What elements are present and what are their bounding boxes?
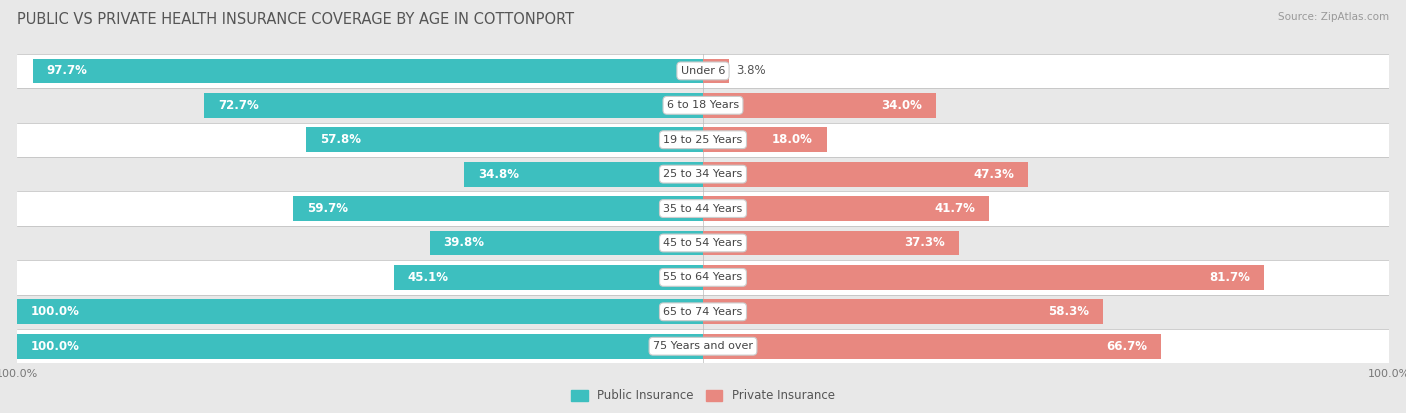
Bar xyxy=(430,230,703,255)
Bar xyxy=(17,157,1389,191)
Text: 65 to 74 Years: 65 to 74 Years xyxy=(664,307,742,317)
Text: 34.0%: 34.0% xyxy=(882,99,922,112)
Legend: Public Insurance, Private Insurance: Public Insurance, Private Insurance xyxy=(567,385,839,407)
Text: 25 to 34 Years: 25 to 34 Years xyxy=(664,169,742,179)
Text: 34.8%: 34.8% xyxy=(478,168,519,180)
Bar xyxy=(703,265,1264,290)
Bar xyxy=(17,260,1389,294)
Text: 81.7%: 81.7% xyxy=(1209,271,1250,284)
Text: 3.8%: 3.8% xyxy=(735,64,765,77)
Text: 47.3%: 47.3% xyxy=(973,168,1014,180)
Bar xyxy=(464,162,703,187)
Text: Under 6: Under 6 xyxy=(681,66,725,76)
Text: 18.0%: 18.0% xyxy=(772,133,813,146)
Text: 45.1%: 45.1% xyxy=(408,271,449,284)
Bar xyxy=(703,59,730,83)
Bar xyxy=(204,93,703,118)
Text: 39.8%: 39.8% xyxy=(444,237,485,249)
Text: 57.8%: 57.8% xyxy=(321,133,361,146)
Text: 19 to 25 Years: 19 to 25 Years xyxy=(664,135,742,145)
Bar xyxy=(32,59,703,83)
Text: 37.3%: 37.3% xyxy=(904,237,945,249)
Bar xyxy=(703,230,959,255)
Bar xyxy=(703,162,1028,187)
Text: 100.0%: 100.0% xyxy=(31,340,80,353)
Bar xyxy=(17,54,1389,88)
Bar xyxy=(703,334,1160,358)
Text: 66.7%: 66.7% xyxy=(1107,340,1147,353)
Text: PUBLIC VS PRIVATE HEALTH INSURANCE COVERAGE BY AGE IN COTTONPORT: PUBLIC VS PRIVATE HEALTH INSURANCE COVER… xyxy=(17,12,574,27)
Bar xyxy=(394,265,703,290)
Text: 100.0%: 100.0% xyxy=(31,305,80,318)
Text: 41.7%: 41.7% xyxy=(935,202,976,215)
Bar xyxy=(703,196,988,221)
Bar xyxy=(17,191,1389,226)
Text: 35 to 44 Years: 35 to 44 Years xyxy=(664,204,742,214)
Bar xyxy=(294,196,703,221)
Bar xyxy=(17,123,1389,157)
Bar xyxy=(307,127,703,152)
Bar xyxy=(703,127,827,152)
Text: 55 to 64 Years: 55 to 64 Years xyxy=(664,273,742,282)
Bar xyxy=(17,294,1389,329)
Bar xyxy=(17,88,1389,123)
Bar xyxy=(703,93,936,118)
Bar xyxy=(17,299,703,324)
Text: 45 to 54 Years: 45 to 54 Years xyxy=(664,238,742,248)
Text: Source: ZipAtlas.com: Source: ZipAtlas.com xyxy=(1278,12,1389,22)
Text: 6 to 18 Years: 6 to 18 Years xyxy=(666,100,740,110)
Bar xyxy=(17,329,1389,363)
Bar xyxy=(17,226,1389,260)
Text: 97.7%: 97.7% xyxy=(46,64,87,77)
Text: 58.3%: 58.3% xyxy=(1049,305,1090,318)
Bar xyxy=(703,299,1104,324)
Text: 75 Years and over: 75 Years and over xyxy=(652,341,754,351)
Bar xyxy=(17,334,703,358)
Text: 72.7%: 72.7% xyxy=(218,99,259,112)
Text: 59.7%: 59.7% xyxy=(307,202,349,215)
